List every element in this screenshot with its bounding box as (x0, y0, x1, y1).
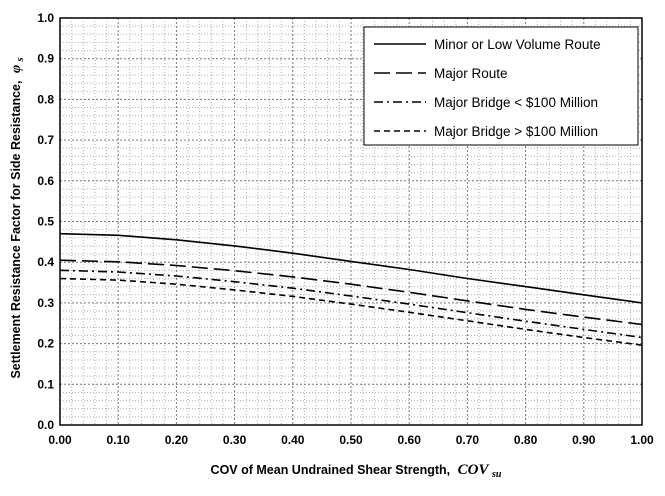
legend-label-3: Major Bridge < $100 Million (434, 95, 598, 110)
x-tick-label: 0.10 (107, 433, 131, 447)
y-tick-label: 0.8 (37, 92, 54, 106)
legend: Minor or Low Volume Route Major Route Majo… (363, 26, 639, 146)
series-line-1 (59, 232, 643, 304)
x-tick-label: 0.00 (48, 433, 72, 447)
y-axis-title: Settlement Resistance Factor for Side Re… (9, 57, 26, 378)
legend-box (363, 26, 639, 146)
y-tick-label: 0.5 (37, 215, 54, 229)
x-tick-label: 0.70 (456, 433, 480, 447)
y-tick-label: 0.2 (37, 337, 54, 351)
x-axis-title: COV of Mean Undrained Shear Strength, CO… (211, 462, 502, 480)
x-tick-label: 0.60 (398, 433, 422, 447)
plot-area (59, 17, 643, 426)
y-tick-label: 1.0 (37, 11, 54, 25)
legend-label-4: Major Bridge > $100 Million (434, 124, 598, 139)
x-tick-label: 0.90 (572, 433, 596, 447)
x-axis-subscript: su (491, 469, 502, 480)
y-axis-title-text: Settlement Resistance Factor for Side Re… (9, 81, 23, 379)
y-tick-label: 0.9 (37, 52, 54, 66)
x-tick-label: 0.50 (339, 433, 363, 447)
x-tick-label: 0.30 (223, 433, 247, 447)
series-line-3 (59, 269, 643, 339)
x-axis-symbol: COV (458, 462, 491, 478)
legend-label-2: Major Route (434, 66, 508, 81)
y-tick-label: 0.3 (37, 296, 54, 310)
x-tick-label: 0.80 (514, 433, 538, 447)
y-tick-label: 0.7 (37, 133, 54, 147)
x-tick-label: 1.00 (630, 433, 654, 447)
y-axis-symbol: φ (9, 65, 24, 73)
y-tick-label: 0.1 (37, 377, 54, 391)
series-line-4 (59, 277, 643, 346)
y-tick-label: 0.0 (37, 418, 54, 432)
y-tick-label: 0.4 (37, 255, 54, 269)
series-line-2 (59, 259, 643, 326)
y-tick-label: 0.6 (37, 174, 54, 188)
x-axis-title-text: COV of Mean Undrained Shear Strength, (211, 463, 451, 477)
legend-label-1: Minor or Low Volume Route (434, 37, 601, 52)
y-axis-subscript: s (15, 57, 26, 62)
x-tick-label: 0.40 (281, 433, 305, 447)
x-tick-label: 0.20 (165, 433, 189, 447)
